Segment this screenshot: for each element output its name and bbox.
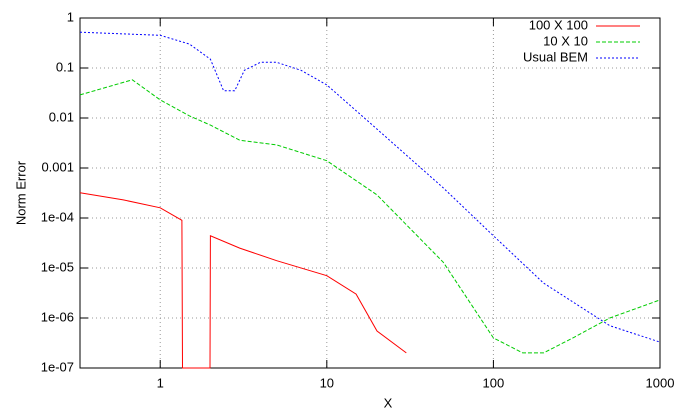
x-tick-label: 1: [157, 375, 164, 390]
series-line: [79, 31, 661, 343]
legend-label: Usual BEM: [523, 49, 588, 64]
y-tick-label: 1: [67, 9, 74, 24]
y-tick-label: 0.01: [49, 109, 74, 124]
y-axis-label: Norm Error: [13, 160, 28, 225]
x-axis-label: X: [384, 395, 393, 410]
x-tick-label: 100: [483, 375, 505, 390]
y-tick-label: 0.001: [41, 159, 74, 174]
x-tick-label: 10: [320, 375, 334, 390]
plot-frame: [79, 17, 661, 369]
x-tick-label: 1000: [646, 375, 675, 390]
series-line: [79, 79, 661, 354]
legend-label: 100 X 100: [529, 17, 588, 32]
y-tick-label: 1e-05: [41, 259, 74, 274]
y-tick-label: 1e-07: [41, 359, 74, 374]
series-line: [79, 192, 407, 369]
legend-label: 10 X 10: [543, 33, 588, 48]
y-tick-label: 0.1: [56, 59, 74, 74]
y-tick-label: 1e-06: [41, 309, 74, 324]
y-tick-label: 1e-04: [41, 209, 74, 224]
